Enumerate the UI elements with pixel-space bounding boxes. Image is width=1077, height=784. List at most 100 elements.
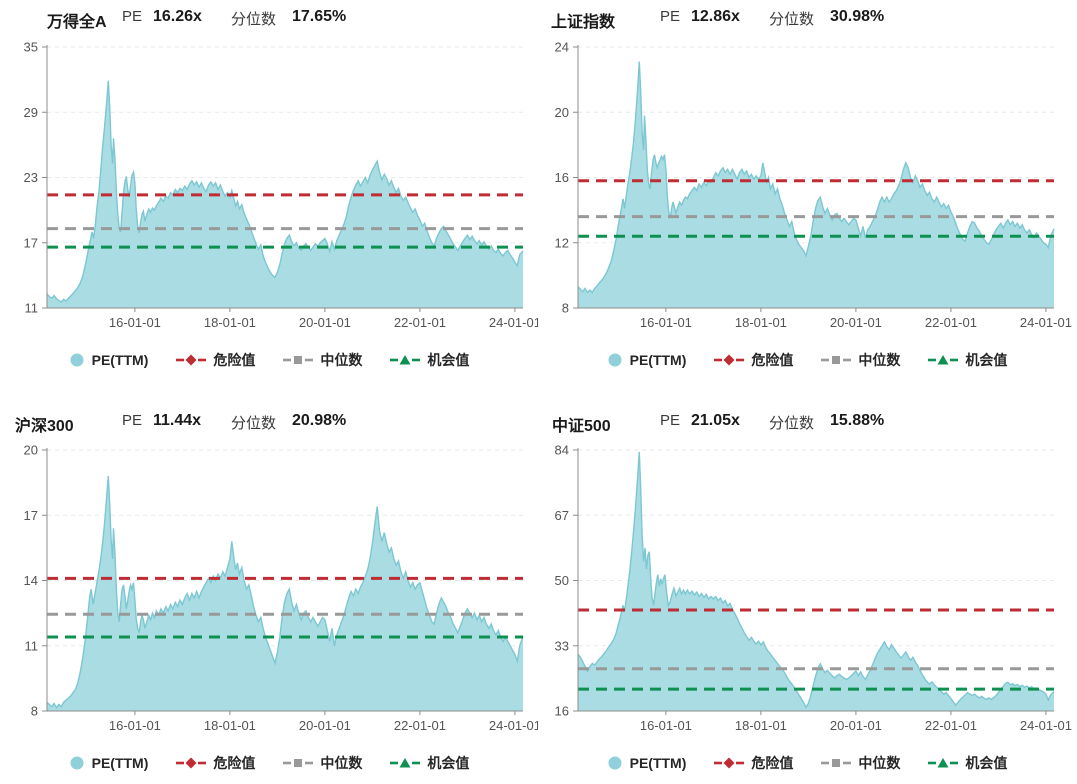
svg-text:16-01-01: 16-01-01: [640, 718, 692, 733]
median-line-square-icon: [283, 759, 314, 767]
legend-item-median[interactable]: 中位数: [283, 350, 362, 370]
pe-series-circle-icon: [70, 756, 84, 770]
legend-item-median[interactable]: 中位数: [283, 753, 362, 773]
pe-value: 12.86x: [691, 8, 740, 25]
legend-label: 机会值: [965, 352, 1008, 368]
svg-text:17: 17: [24, 508, 38, 523]
danger-line-diamond-icon: [714, 757, 745, 769]
legend-label: 危险值: [751, 352, 794, 368]
legend-item-danger[interactable]: 危险值: [714, 350, 793, 370]
legend-item-pe-ttm[interactable]: PE(TTM): [607, 352, 687, 368]
legend-label: 中位数: [320, 755, 363, 771]
legend-item-opportunity[interactable]: 机会值: [390, 350, 469, 370]
legend-label: 危险值: [213, 755, 256, 771]
legend-item-opportunity[interactable]: 机会值: [928, 753, 1007, 773]
svg-text:20: 20: [555, 105, 569, 120]
index-title: 上证指数: [551, 14, 616, 31]
legend-item-opportunity[interactable]: 机会值: [390, 753, 469, 773]
chart-legend: PE(TTM) 危险值 中位数 机会值: [538, 350, 1076, 370]
svg-text:18-01-01: 18-01-01: [735, 718, 787, 733]
median-line-square-icon: [821, 356, 852, 364]
svg-text:18-01-01: 18-01-01: [735, 315, 787, 330]
svg-text:22-01-01: 22-01-01: [925, 315, 977, 330]
percentile-value: 20.98%: [292, 412, 347, 429]
legend-label: 机会值: [427, 755, 470, 771]
pe-label: PE: [122, 8, 143, 25]
percentile-label: 分位数: [769, 11, 815, 28]
legend-label: PE(TTM): [629, 755, 687, 771]
svg-text:24: 24: [555, 40, 569, 55]
svg-text:35: 35: [24, 40, 38, 55]
svg-text:11: 11: [25, 301, 39, 316]
svg-text:24-01-01: 24-01-01: [489, 315, 538, 330]
legend-label: 中位数: [858, 352, 901, 368]
svg-text:24-01-01: 24-01-01: [489, 718, 538, 733]
opportunity-line-triangle-icon: [928, 758, 959, 768]
svg-text:17: 17: [24, 235, 38, 250]
panel-header: 中证500 PE 21.05x 分位数 15.88%: [538, 412, 1076, 438]
percentile-label: 分位数: [231, 11, 277, 28]
legend-item-median[interactable]: 中位数: [821, 350, 900, 370]
legend-label: PE(TTM): [91, 352, 149, 368]
svg-text:14: 14: [24, 573, 38, 588]
chart-legend: PE(TTM) 危险值 中位数 机会值: [0, 753, 538, 773]
pe-value: 16.26x: [153, 8, 202, 25]
legend-label: 机会值: [965, 755, 1008, 771]
legend-item-opportunity[interactable]: 机会值: [928, 350, 1007, 370]
svg-text:20: 20: [24, 443, 38, 458]
opportunity-line-triangle-icon: [390, 355, 421, 365]
svg-text:8: 8: [562, 301, 569, 316]
svg-text:16: 16: [555, 704, 569, 719]
pe-value: 21.05x: [691, 412, 740, 429]
svg-text:33: 33: [555, 638, 569, 653]
svg-text:11: 11: [25, 638, 39, 653]
pe-area-chart: 8 12 16 20 24 16-01-01 18-01-01 20-01-01 22-01-0…: [555, 40, 1072, 331]
svg-text:22-01-01: 22-01-01: [925, 718, 977, 733]
opportunity-line-triangle-icon: [928, 355, 959, 365]
panel-header: 万得全A PE 16.26x 分位数 17.65%: [0, 8, 538, 34]
panel-csi300: 沪深300 PE 11.44x 分位数 20.98% 8 11 14 17 20 16-0…: [0, 392, 538, 784]
index-title: 中证500: [552, 418, 611, 435]
legend-item-danger[interactable]: 危险值: [176, 753, 255, 773]
pe-area-chart: 11 17 23 29 35 16-01-01 18-01-01 20-01-01 22-01-…: [24, 40, 538, 331]
pe-series-circle-icon: [608, 353, 622, 367]
index-title: 沪深300: [15, 418, 74, 435]
svg-text:12: 12: [555, 235, 569, 250]
pe-label: PE: [122, 412, 143, 429]
pe-area-chart: 16 33 50 67 84 16-01-01 18-01-01 20-01-01 22-01-…: [555, 443, 1072, 734]
percentile-label: 分位数: [231, 415, 277, 432]
legend-item-pe-ttm[interactable]: PE(TTM): [69, 352, 149, 368]
legend-item-pe-ttm[interactable]: PE(TTM): [607, 755, 687, 771]
danger-line-diamond-icon: [714, 354, 745, 366]
legend-label: 机会值: [427, 352, 470, 368]
svg-text:16-01-01: 16-01-01: [640, 315, 692, 330]
pe-area-chart: 8 11 14 17 20 16-01-01 18-01-01 20-01-01 22-01-0…: [24, 443, 538, 734]
median-line-square-icon: [821, 759, 852, 767]
svg-text:22-01-01: 22-01-01: [394, 315, 446, 330]
percentile-label: 分位数: [769, 415, 815, 432]
panel-header: 上证指数 PE 12.86x 分位数 30.98%: [538, 8, 1076, 34]
legend-item-danger[interactable]: 危险值: [714, 753, 793, 773]
pe-series-circle-icon: [608, 756, 622, 770]
percentile-value: 15.88%: [830, 412, 885, 429]
svg-text:20-01-01: 20-01-01: [299, 315, 351, 330]
percentile-value: 30.98%: [830, 8, 885, 25]
legend-label: 中位数: [858, 755, 901, 771]
legend-item-pe-ttm[interactable]: PE(TTM): [69, 755, 148, 771]
svg-text:18-01-01: 18-01-01: [204, 315, 256, 330]
legend-item-danger[interactable]: 危险值: [176, 350, 255, 370]
svg-text:23: 23: [24, 170, 38, 185]
svg-text:24-01-01: 24-01-01: [1020, 718, 1072, 733]
legend-label: 危险值: [751, 755, 794, 771]
danger-line-diamond-icon: [176, 354, 207, 366]
panel-csi500: 中证500 PE 21.05x 分位数 15.88% 16 33 50 67 84 16-…: [538, 392, 1076, 784]
panel-wind-all-a: 万得全A PE 16.26x 分位数 17.65% 11 17 23 29 35 16-0…: [0, 0, 538, 392]
svg-text:16: 16: [555, 170, 569, 185]
legend-label: 危险值: [213, 352, 256, 368]
legend-label: PE(TTM): [629, 352, 687, 368]
percentile-value: 17.65%: [292, 8, 347, 25]
chart-legend: PE(TTM) 危险值 中位数 机会值: [0, 350, 538, 370]
legend-item-median[interactable]: 中位数: [821, 753, 900, 773]
svg-text:84: 84: [555, 443, 569, 458]
